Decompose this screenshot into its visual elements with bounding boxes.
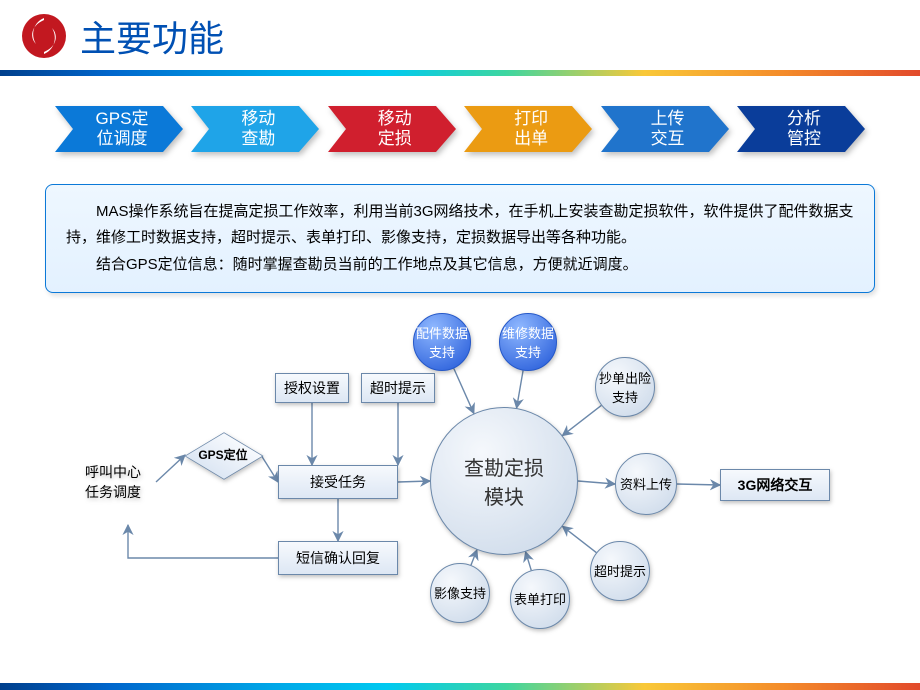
flow-node-core: 查勘定损 模块 xyxy=(430,407,578,555)
description-box: MAS操作系统旨在提高定损工作效率，利用当前3G网络技术，在手机上安装查勘定损软… xyxy=(45,184,875,293)
flow-node-sms: 短信确认回复 xyxy=(278,541,398,575)
process-arrow-1: 移动 查勘 xyxy=(191,106,319,152)
process-arrow-row: GPS定 位调度移动 查勘移动 定损打印 出单上传 交互分析 管控 xyxy=(0,76,920,170)
flow-node-gps: GPS定位 xyxy=(185,433,261,477)
flow-node-upload: 资料上传 xyxy=(615,453,677,515)
page-header: 主要功能 xyxy=(0,0,920,70)
process-arrow-4: 上传 交互 xyxy=(601,106,729,152)
flow-node-report: 抄单出险 支持 xyxy=(595,357,655,417)
flowchart: 呼叫中心 任务调度GPS定位授权设置超时提示接受任务短信确认回复查勘定损 模块配… xyxy=(0,301,920,631)
flow-node-timeout_r: 超时提示 xyxy=(590,541,650,601)
flow-node-repair: 维修数据 支持 xyxy=(499,313,557,371)
flow-node-image: 影像支持 xyxy=(430,563,490,623)
flow-node-accept: 接受任务 xyxy=(278,465,398,499)
description-para-2: 结合GPS定位信息：随时掌握查勘员当前的工作地点及其它信息，方便就近调度。 xyxy=(66,252,854,278)
process-arrow-3: 打印 出单 xyxy=(464,106,592,152)
flow-node-parts: 配件数据 支持 xyxy=(413,313,471,371)
footer-accent-bar xyxy=(0,683,920,690)
brand-logo-icon xyxy=(20,12,68,60)
process-arrow-0: GPS定 位调度 xyxy=(55,106,183,152)
flow-node-timeout_top: 超时提示 xyxy=(361,373,435,403)
flow-node-auth: 授权设置 xyxy=(275,373,349,403)
process-arrow-2: 移动 定损 xyxy=(328,106,456,152)
flow-node-threeg: 3G网络交互 xyxy=(720,469,830,501)
page-title: 主要功能 xyxy=(80,10,224,62)
description-para-1: MAS操作系统旨在提高定损工作效率，利用当前3G网络技术，在手机上安装查勘定损软… xyxy=(66,199,854,252)
process-arrow-5: 分析 管控 xyxy=(737,106,865,152)
flow-node-form: 表单打印 xyxy=(510,569,570,629)
flow-node-call_center: 呼叫中心 任务调度 xyxy=(70,439,156,525)
